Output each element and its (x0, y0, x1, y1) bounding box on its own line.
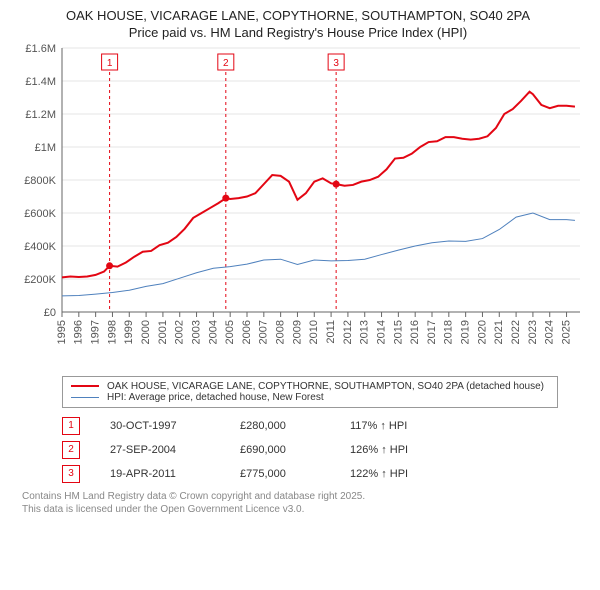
transaction-date: 19-APR-2011 (110, 468, 210, 480)
svg-text:2008: 2008 (275, 320, 287, 344)
legend-swatch (71, 385, 99, 387)
legend-row: OAK HOUSE, VICARAGE LANE, COPYTHORNE, SO… (71, 381, 549, 392)
svg-text:2016: 2016 (409, 320, 421, 344)
footnote-line1: Contains HM Land Registry data © Crown c… (22, 491, 365, 502)
svg-text:2000: 2000 (140, 320, 152, 344)
footnote: Contains HM Land Registry data © Crown c… (22, 490, 574, 516)
svg-text:2014: 2014 (375, 320, 387, 344)
chart-title-line1: OAK HOUSE, VICARAGE LANE, COPYTHORNE, SO… (8, 8, 588, 25)
svg-text:3: 3 (333, 58, 339, 69)
svg-text:2020: 2020 (476, 320, 488, 344)
transaction-date: 30-OCT-1997 (110, 420, 210, 432)
svg-text:2019: 2019 (460, 320, 472, 344)
transaction-ratio: 126% ↑ HPI (350, 444, 408, 456)
svg-text:2011: 2011 (325, 320, 337, 344)
svg-text:2024: 2024 (544, 320, 556, 344)
legend-row: HPI: Average price, detached house, New … (71, 392, 549, 403)
legend-label: HPI: Average price, detached house, New … (107, 392, 324, 403)
svg-text:2009: 2009 (291, 320, 303, 344)
svg-text:2002: 2002 (174, 320, 186, 344)
svg-text:2003: 2003 (190, 320, 202, 344)
transaction-row: 3 19-APR-2011 £775,000 122% ↑ HPI (62, 462, 558, 486)
svg-text:£1.6M: £1.6M (25, 43, 56, 55)
chart-container: OAK HOUSE, VICARAGE LANE, COPYTHORNE, SO… (0, 0, 600, 516)
legend-label: OAK HOUSE, VICARAGE LANE, COPYTHORNE, SO… (107, 381, 544, 392)
transaction-ratio: 117% ↑ HPI (350, 420, 407, 432)
svg-text:2015: 2015 (392, 320, 404, 344)
svg-text:2012: 2012 (342, 320, 354, 344)
svg-text:2004: 2004 (207, 320, 219, 344)
transaction-marker: 2 (62, 441, 80, 459)
transaction-date: 27-SEP-2004 (110, 444, 210, 456)
svg-text:2017: 2017 (426, 320, 438, 344)
chart-title-line2: Price paid vs. HM Land Registry's House … (8, 25, 588, 42)
transaction-price: £690,000 (240, 444, 320, 456)
legend: OAK HOUSE, VICARAGE LANE, COPYTHORNE, SO… (62, 376, 558, 408)
svg-text:1999: 1999 (123, 320, 135, 344)
svg-text:1: 1 (107, 58, 113, 69)
svg-text:£800K: £800K (24, 175, 56, 187)
svg-text:2007: 2007 (258, 320, 270, 344)
svg-text:2013: 2013 (359, 320, 371, 344)
transaction-price: £775,000 (240, 468, 320, 480)
svg-text:£0: £0 (44, 307, 56, 319)
transaction-row: 1 30-OCT-1997 £280,000 117% ↑ HPI (62, 414, 558, 438)
transaction-marker: 3 (62, 465, 80, 483)
svg-text:2025: 2025 (560, 320, 572, 344)
svg-text:2001: 2001 (157, 320, 169, 344)
transaction-row: 2 27-SEP-2004 £690,000 126% ↑ HPI (62, 438, 558, 462)
svg-text:£400K: £400K (24, 241, 56, 253)
footnote-line2: This data is licensed under the Open Gov… (22, 504, 304, 515)
svg-text:£1.4M: £1.4M (25, 76, 56, 88)
svg-text:2: 2 (223, 58, 229, 69)
svg-text:1997: 1997 (90, 320, 102, 344)
transaction-marker: 1 (62, 417, 80, 435)
svg-text:£1M: £1M (35, 142, 56, 154)
svg-text:2006: 2006 (241, 320, 253, 344)
svg-text:2023: 2023 (527, 320, 539, 344)
svg-text:1995: 1995 (56, 320, 68, 344)
svg-text:2018: 2018 (443, 320, 455, 344)
legend-swatch (71, 397, 99, 398)
svg-text:£200K: £200K (24, 274, 56, 286)
svg-text:£1.2M: £1.2M (25, 109, 56, 121)
transaction-ratio: 122% ↑ HPI (350, 468, 408, 480)
price-chart: £0 £200K £400K £600K £800K £1M £1.2M £1.4M £1.6M… (8, 42, 588, 372)
transactions-table: 1 30-OCT-1997 £280,000 117% ↑ HPI 2 27-SEP-20… (62, 414, 558, 486)
svg-text:2022: 2022 (510, 320, 522, 344)
svg-text:2005: 2005 (224, 320, 236, 344)
transaction-price: £280,000 (240, 420, 320, 432)
svg-text:2021: 2021 (493, 320, 505, 344)
svg-text:1998: 1998 (106, 320, 118, 344)
svg-text:£600K: £600K (24, 208, 56, 220)
svg-text:1996: 1996 (73, 320, 85, 344)
svg-text:2010: 2010 (308, 320, 320, 344)
